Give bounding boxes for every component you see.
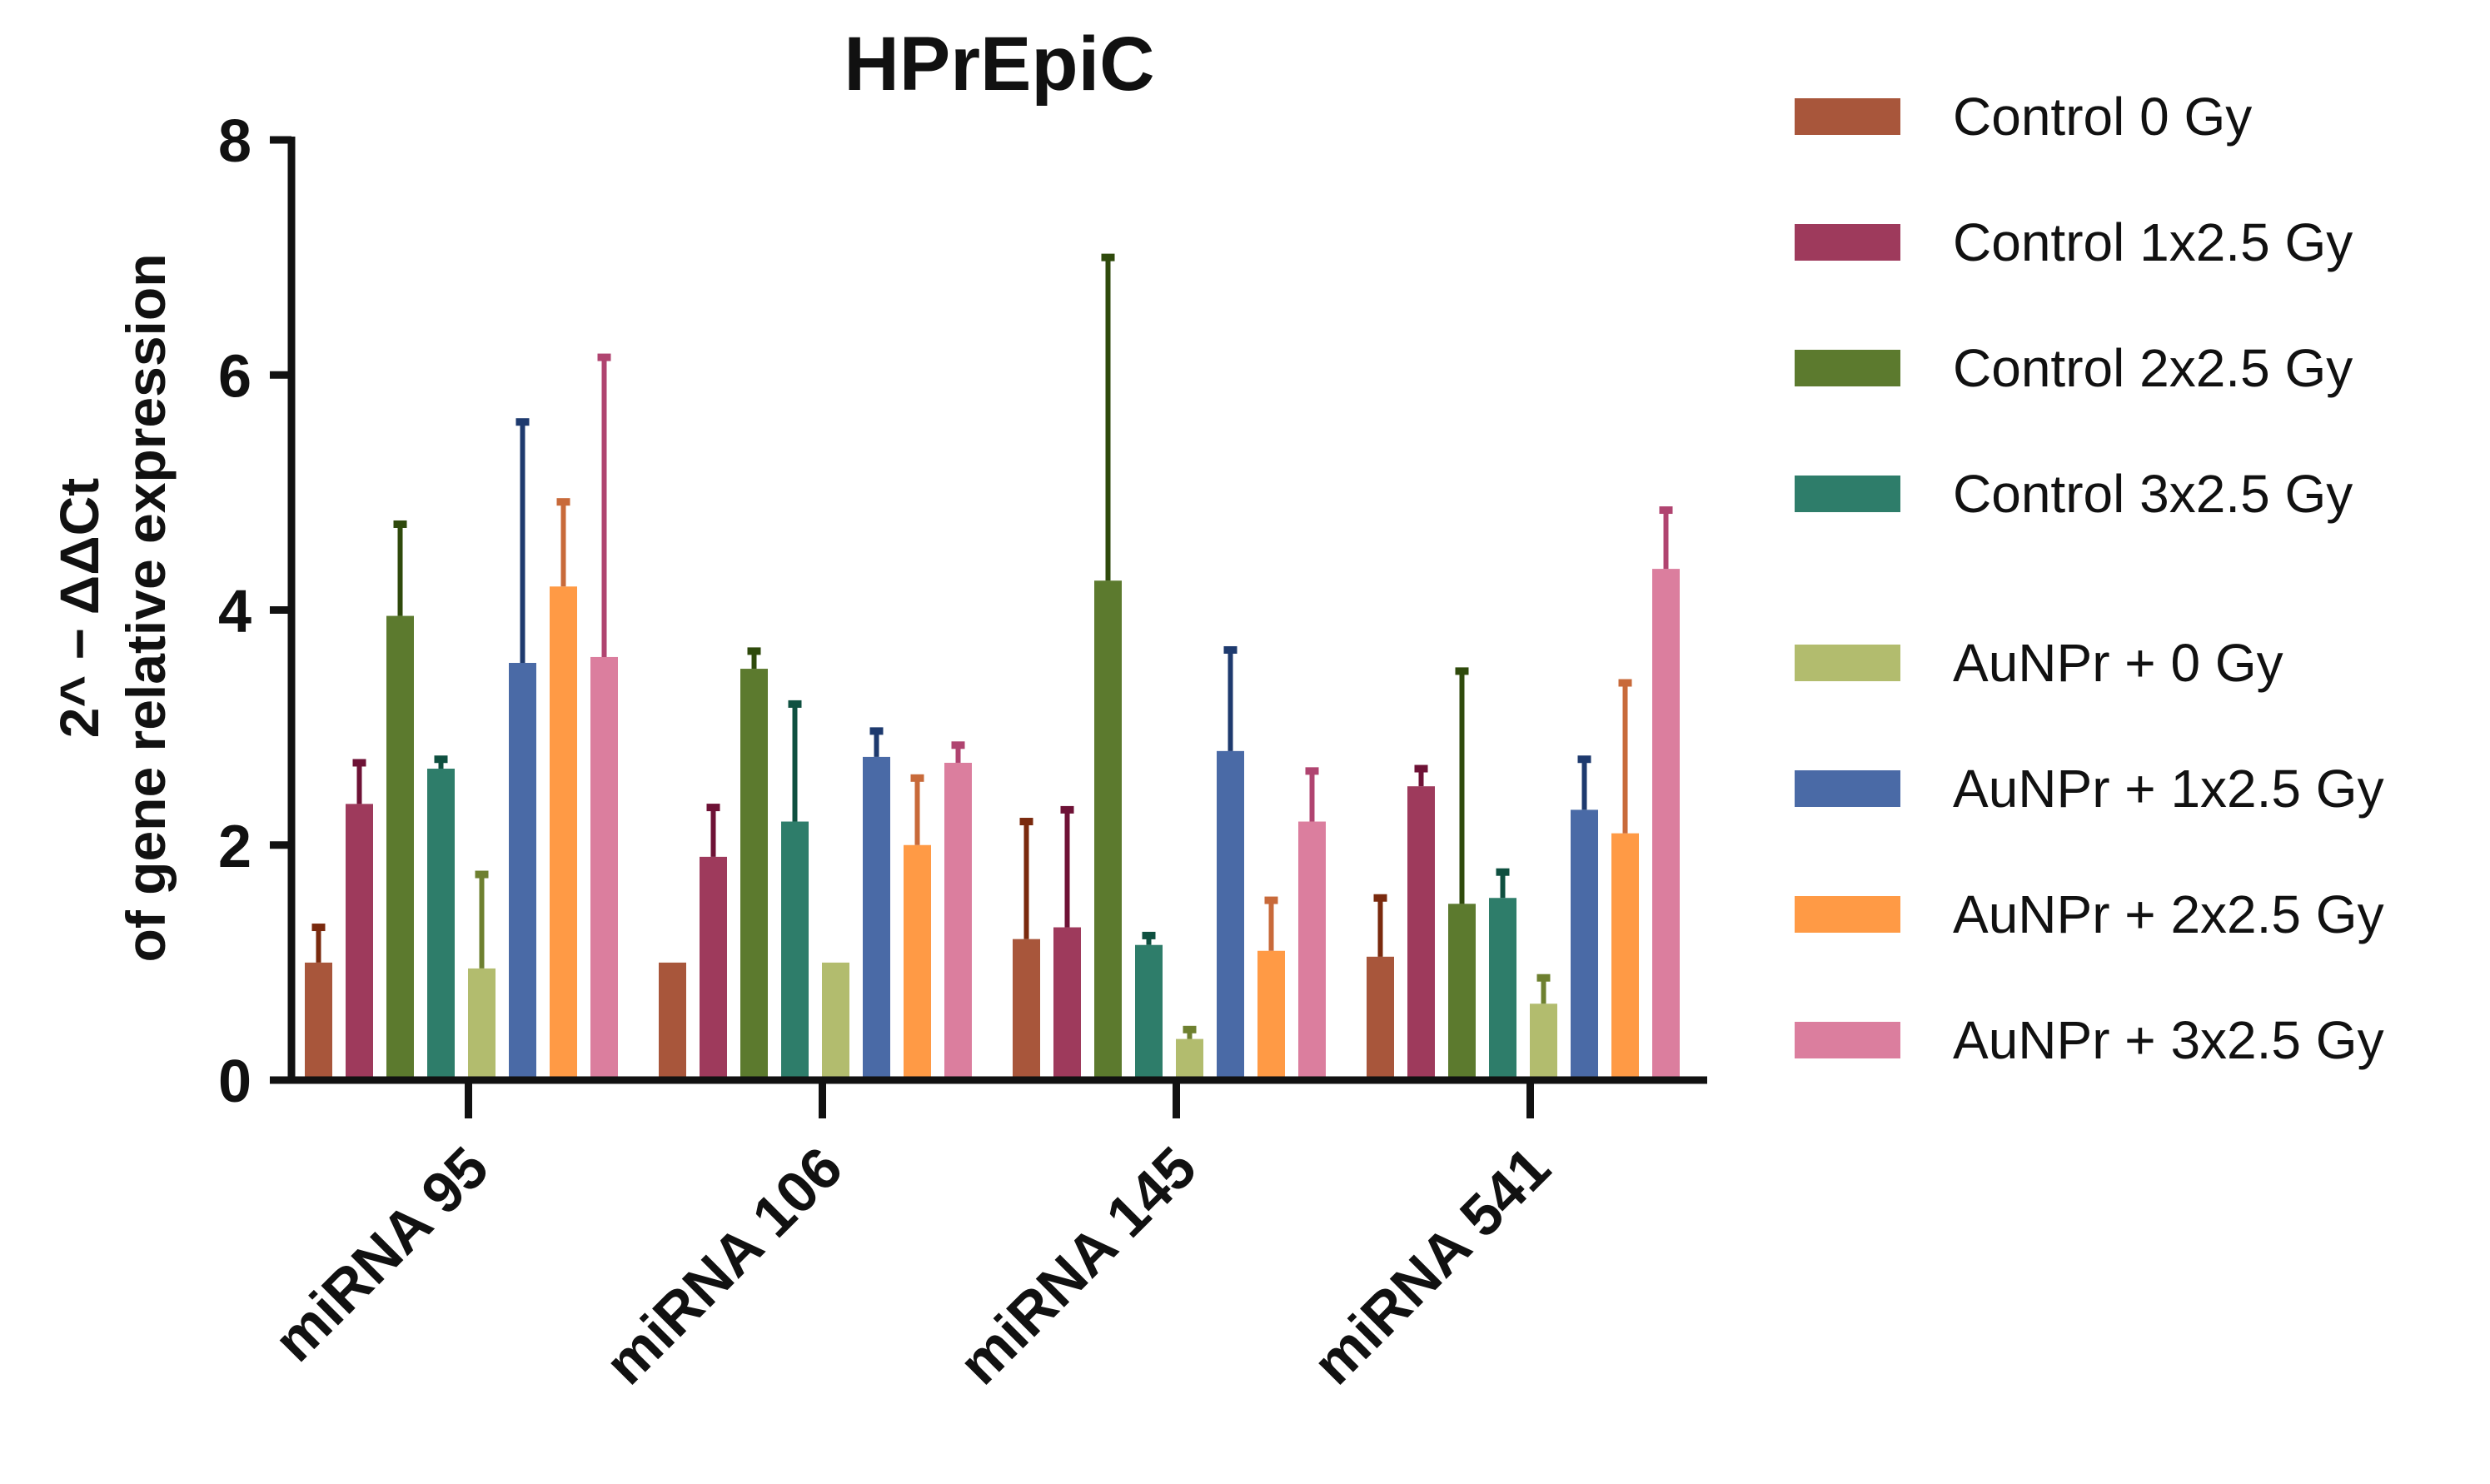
- legend-label: AuNPr + 1x2.5 Gy: [1953, 759, 2384, 819]
- x-tick-label: miRNA 145: [946, 1134, 1208, 1397]
- y-axis-label-line1: 2^ − ΔΔCt: [48, 478, 110, 739]
- bar: [468, 968, 496, 1080]
- legend-label: Control 2x2.5 Gy: [1953, 338, 2353, 398]
- y-tick-label: 4: [218, 579, 251, 645]
- y-tick-label: 2: [218, 814, 251, 880]
- bar: [1298, 821, 1326, 1080]
- bar: [1135, 944, 1163, 1080]
- bar: [1094, 580, 1122, 1080]
- legend-swatch: [1795, 645, 1900, 681]
- chart-title: HPrEpiC: [844, 22, 1154, 107]
- bar: [386, 615, 414, 1080]
- y-axis-label-line2: of gene relative expression: [115, 253, 177, 962]
- bar: [550, 586, 577, 1080]
- bar: [590, 656, 618, 1080]
- bar: [1053, 927, 1081, 1080]
- bars-layer: [305, 253, 1680, 1080]
- y-tick-label: 6: [218, 343, 251, 410]
- bar: [863, 756, 890, 1080]
- legend-label: AuNPr + 0 Gy: [1953, 633, 2283, 693]
- x-tick-label: miRNA 106: [592, 1134, 854, 1397]
- axes: [287, 137, 1707, 1084]
- y-tick-label: 0: [218, 1048, 251, 1115]
- legend-swatch: [1795, 1022, 1900, 1058]
- bar: [740, 669, 768, 1080]
- bar: [944, 762, 972, 1080]
- bar: [1367, 956, 1394, 1080]
- legend-swatch: [1795, 476, 1900, 512]
- bar: [904, 844, 931, 1080]
- bar: [1530, 1003, 1557, 1080]
- bar: [700, 856, 727, 1080]
- legend-label: Control 3x2.5 Gy: [1953, 464, 2353, 524]
- x-axis: miRNA 95 miRNA 106 miRNA 145 miRNA 541: [261, 1080, 1562, 1397]
- bar: [346, 804, 373, 1080]
- bar: [305, 962, 332, 1080]
- bar: [822, 962, 849, 1080]
- bar: [1217, 750, 1244, 1080]
- x-tick-label: miRNA 95: [261, 1134, 500, 1373]
- bar: [1013, 939, 1040, 1080]
- bar: [1571, 809, 1598, 1080]
- bar: [427, 769, 455, 1080]
- bar: [1489, 898, 1516, 1080]
- legend-swatch: [1795, 224, 1900, 261]
- y-axis: 0 2 4 6 8: [218, 108, 291, 1115]
- legend-label: AuNPr + 3x2.5 Gy: [1953, 1010, 2384, 1070]
- legend-swatch: [1795, 98, 1900, 135]
- bar: [1652, 569, 1680, 1080]
- y-tick-label: 8: [218, 108, 251, 175]
- bar: [1448, 904, 1476, 1080]
- bar: [1257, 950, 1285, 1080]
- bar: [1176, 1038, 1203, 1080]
- bar: [1611, 833, 1639, 1080]
- bar: [509, 663, 536, 1080]
- legend-swatch: [1795, 770, 1900, 807]
- legend: Control 0 Gy Control 1x2.5 Gy Control 2x2.…: [1795, 87, 2384, 1070]
- legend-label: Control 1x2.5 Gy: [1953, 212, 2353, 272]
- bar: [1407, 786, 1435, 1080]
- legend-swatch: [1795, 896, 1900, 933]
- bar: [659, 962, 686, 1080]
- bar: [781, 821, 809, 1080]
- legend-swatch: [1795, 350, 1900, 386]
- x-tick-label: miRNA 541: [1300, 1134, 1562, 1397]
- legend-label: Control 0 Gy: [1953, 87, 2252, 147]
- legend-label: AuNPr + 2x2.5 Gy: [1953, 884, 2384, 944]
